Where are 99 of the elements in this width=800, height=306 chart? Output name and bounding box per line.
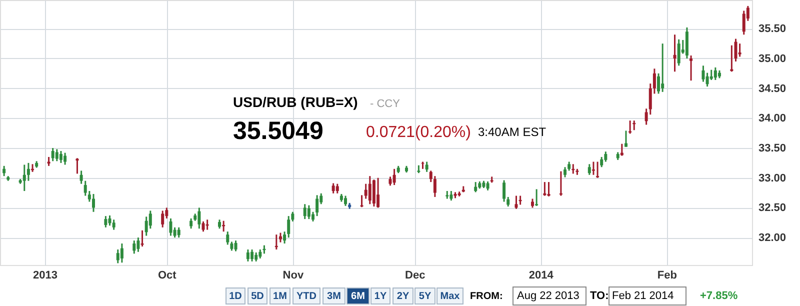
- text: 5D: [251, 291, 264, 302]
- y-tick-label: 33.50: [758, 142, 786, 155]
- y-tick-label: 35.50: [758, 23, 786, 36]
- text: USD/RUB (RUB=X): [233, 94, 358, 110]
- text: 2Y: [396, 291, 410, 302]
- annotation: 35.5049: [233, 117, 324, 145]
- candlestick: [120, 242, 124, 264]
- y-tick-label: 33.00: [758, 172, 786, 184]
- candlestick: [474, 181, 478, 193]
- candlestick: [376, 177, 380, 208]
- candlestick: [564, 166, 567, 178]
- candlestick: [177, 226, 180, 238]
- y-tick-label: 32.00: [758, 232, 786, 244]
- text: YTD: [296, 291, 316, 302]
- candlestick: [730, 44, 734, 72]
- candlestick: [596, 160, 600, 179]
- candlestick: [51, 147, 54, 162]
- x-tick-label: Dec: [405, 270, 426, 282]
- candlestick: [80, 170, 83, 185]
- candlestick: [514, 195, 518, 210]
- y-tick-label: 35.00: [758, 52, 786, 65]
- x-tick-label: 2013: [32, 270, 58, 282]
- candlestick: [55, 148, 58, 162]
- text: Feb 21 2014: [612, 290, 674, 302]
- text: Aug 22 2013: [517, 290, 580, 302]
- candlestick: [392, 168, 396, 186]
- candlestick: [702, 64, 705, 83]
- candlestick: [714, 66, 717, 81]
- y-tick-label: 34.00: [758, 112, 786, 125]
- candlestick: [226, 230, 230, 246]
- candlestick: [588, 163, 591, 176]
- candlestick: [425, 160, 428, 173]
- candlestick: [104, 215, 108, 228]
- candlestick: [190, 218, 193, 230]
- candlestick: [710, 69, 713, 81]
- x-tick-label: Nov: [282, 270, 304, 282]
- candlestick: [706, 72, 709, 88]
- candlestick: [433, 175, 436, 198]
- candlestick: [22, 164, 26, 192]
- candlestick: [661, 42, 664, 93]
- candlestick: [547, 181, 550, 198]
- x-tick-label: Oct: [158, 270, 177, 282]
- candlestick: [372, 178, 376, 208]
- candlestick: [26, 162, 30, 182]
- candlestick: [344, 195, 348, 207]
- candlestick: [250, 248, 254, 262]
- text: FROM:: [470, 291, 503, 302]
- text: 3M: [327, 291, 341, 302]
- candlestick: [307, 204, 310, 220]
- candlestick: [502, 180, 506, 202]
- candlestick: [685, 26, 688, 60]
- text: 1M: [273, 291, 287, 302]
- candlestick: [234, 240, 238, 252]
- candlestick: [278, 232, 282, 244]
- candlestick: [303, 203, 306, 220]
- x-tick-label: Feb: [657, 270, 678, 282]
- y-tick-label: 32.50: [758, 202, 786, 214]
- candlestick: [161, 210, 164, 228]
- candlestick: [673, 34, 676, 72]
- candlestick: [657, 72, 660, 94]
- candlestick: [677, 38, 680, 66]
- candlestick: [64, 152, 67, 166]
- candlestick: [742, 10, 746, 36]
- candlestick: [2, 165, 6, 177]
- candlestick: [169, 218, 172, 237]
- text: 6M: [351, 291, 365, 302]
- candlestick: [112, 218, 116, 231]
- x-tick-label: 2014: [528, 270, 554, 282]
- candlestick: [202, 220, 205, 232]
- candlestick: [246, 248, 250, 262]
- text: 5Y: [418, 291, 432, 302]
- candlestick: [198, 206, 201, 230]
- candlestick: [316, 194, 319, 217]
- candlestick: [450, 190, 453, 202]
- text: TO:: [590, 290, 609, 302]
- candlestick: [336, 183, 339, 194]
- text: 1D: [229, 291, 242, 302]
- text: 1Y: [374, 291, 387, 302]
- candlestick: [136, 236, 140, 253]
- candlestick: [600, 156, 604, 168]
- text: +7.85%: [700, 290, 738, 302]
- candlestick: [535, 188, 538, 207]
- text: Max: [440, 291, 460, 302]
- candlestick: [624, 130, 628, 148]
- candlestick: [738, 42, 742, 58]
- text: - CCY: [370, 98, 401, 110]
- candlestick: [108, 214, 112, 226]
- annotation: 3:40AM EST: [478, 125, 547, 139]
- candlestick: [368, 175, 372, 205]
- candlestick: [311, 211, 314, 222]
- candlestick: [364, 183, 368, 200]
- candlestick: [690, 54, 693, 82]
- annotation: 0.0721(0.20%): [366, 124, 471, 141]
- y-tick-label: 34.50: [758, 82, 786, 95]
- candlestick: [59, 150, 62, 164]
- candlestick: [92, 193, 95, 213]
- candlestick: [148, 210, 152, 230]
- candlestick: [132, 240, 136, 254]
- candlestick: [332, 182, 335, 194]
